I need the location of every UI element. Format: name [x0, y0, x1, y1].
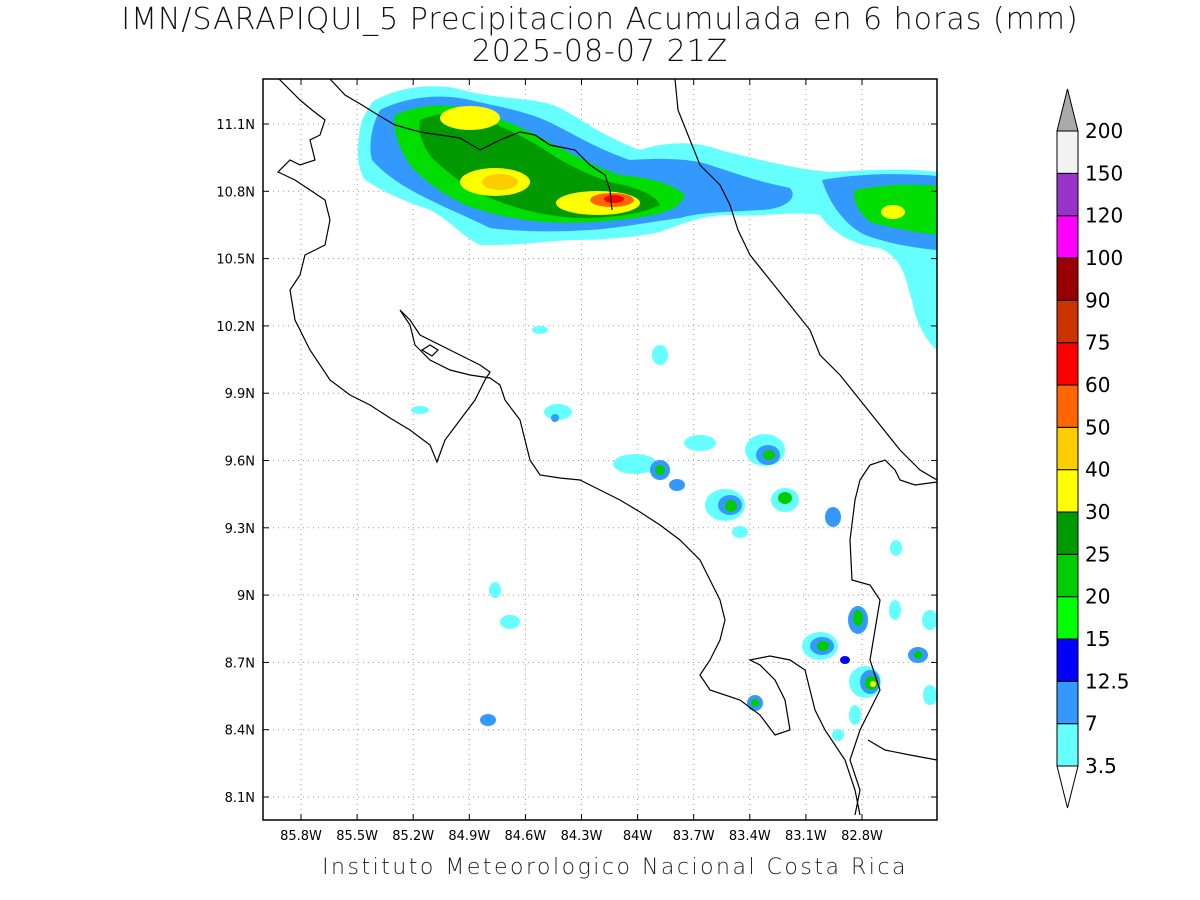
colorbar-label: 200 — [1085, 119, 1123, 143]
x-tick-label: 83.7W — [673, 829, 715, 844]
map-frame — [262, 78, 938, 821]
colorbar-swatch — [1056, 342, 1079, 386]
y-tick-label: 11.1N — [216, 118, 255, 133]
rain-core-yellow-1 — [440, 106, 500, 130]
y-tick-label: 10.8N — [216, 185, 255, 200]
colorbar-label: 150 — [1085, 161, 1123, 185]
colorbar-swatch — [1056, 299, 1079, 344]
colorbar-label: 100 — [1085, 246, 1123, 270]
x-tick-label: 85.2W — [392, 829, 434, 844]
colorbar-label: 60 — [1085, 373, 1110, 397]
colorbar-label: 15 — [1085, 627, 1110, 651]
colorbar-swatch — [1056, 426, 1079, 471]
colorbar: 3.5 7 12.5 15 20 25 30 40 50 60 75 90 100 120 150 200 — [1056, 88, 1130, 809]
colorbar-swatch — [1056, 130, 1079, 174]
map-date: 2025-08-07 21Z — [471, 34, 729, 69]
rain-core-red — [604, 195, 624, 203]
y-tick-label: 9.3N — [225, 522, 255, 537]
y-tick-label: 9.6N — [225, 455, 255, 470]
colorbar-swatch — [1056, 257, 1079, 301]
colorbar-label: 3.5 — [1085, 754, 1117, 778]
colorbar-swatch — [1056, 596, 1079, 640]
precipitation-field — [357, 86, 937, 741]
colorbar-swatch — [1056, 511, 1079, 555]
colorbar-swatch — [1056, 680, 1079, 725]
map-title: IMN/SARAPIQUI_5 Precipitacion Acumulada … — [121, 2, 1079, 37]
x-tick-label: 83.4W — [729, 829, 771, 844]
colorbar-swatch — [1056, 215, 1079, 259]
y-tick-label: 9.9N — [225, 387, 255, 402]
colorbar-label: 50 — [1085, 415, 1110, 439]
colorbar-label: 25 — [1085, 542, 1110, 566]
colorbar-top-arrow — [1056, 88, 1079, 132]
y-tick-label: 10.5N — [216, 253, 255, 268]
colorbar-label: 75 — [1085, 331, 1110, 355]
colorbar-swatch — [1056, 384, 1079, 428]
x-tick-label: 85.8W — [280, 829, 322, 844]
colorbar-swatch — [1056, 553, 1079, 598]
institution-credit: Instituto Meteorologico Nacional Costa R… — [322, 855, 908, 880]
rain-core-orange-1 — [482, 174, 518, 190]
colorbar-bottom-arrow — [1056, 765, 1079, 809]
coastline — [276, 79, 937, 816]
x-tick-label: 84W — [623, 829, 653, 844]
y-tick-label: 8.7N — [225, 656, 255, 671]
x-tick-label: 82.8W — [841, 829, 883, 844]
colorbar-swatch — [1056, 723, 1079, 767]
x-tick-label: 84.6W — [504, 829, 546, 844]
colorbar-label: 40 — [1085, 458, 1110, 482]
colorbar-label: 120 — [1085, 204, 1123, 228]
x-tick-label: 84.9W — [448, 829, 490, 844]
x-tick-label: 85.5W — [336, 829, 378, 844]
colorbar-swatch — [1056, 469, 1079, 513]
colorbar-label: 90 — [1085, 288, 1110, 312]
colorbar-label: 12.5 — [1085, 669, 1130, 693]
rain-core-yellow-4 — [881, 205, 905, 219]
x-tick-label: 84.3W — [561, 829, 603, 844]
y-tick-label: 8.4N — [225, 724, 255, 739]
colorbar-label: 7 — [1085, 712, 1098, 736]
axis-ticks: 85.8W 85.5W 85.2W 84.9W 84.6W 84.3W 84W 83.7W 83… — [216, 79, 937, 844]
colorbar-label: 20 — [1085, 585, 1110, 609]
y-tick-label: 9N — [237, 589, 255, 604]
colorbar-swatch — [1056, 172, 1079, 217]
y-tick-label: 10.2N — [216, 320, 255, 335]
rain-cells-scattered — [411, 326, 937, 741]
colorbar-swatch — [1056, 638, 1079, 682]
x-tick-label: 83.1W — [785, 829, 827, 844]
colorbar-label: 30 — [1085, 500, 1110, 524]
y-tick-label: 8.1N — [225, 791, 255, 806]
